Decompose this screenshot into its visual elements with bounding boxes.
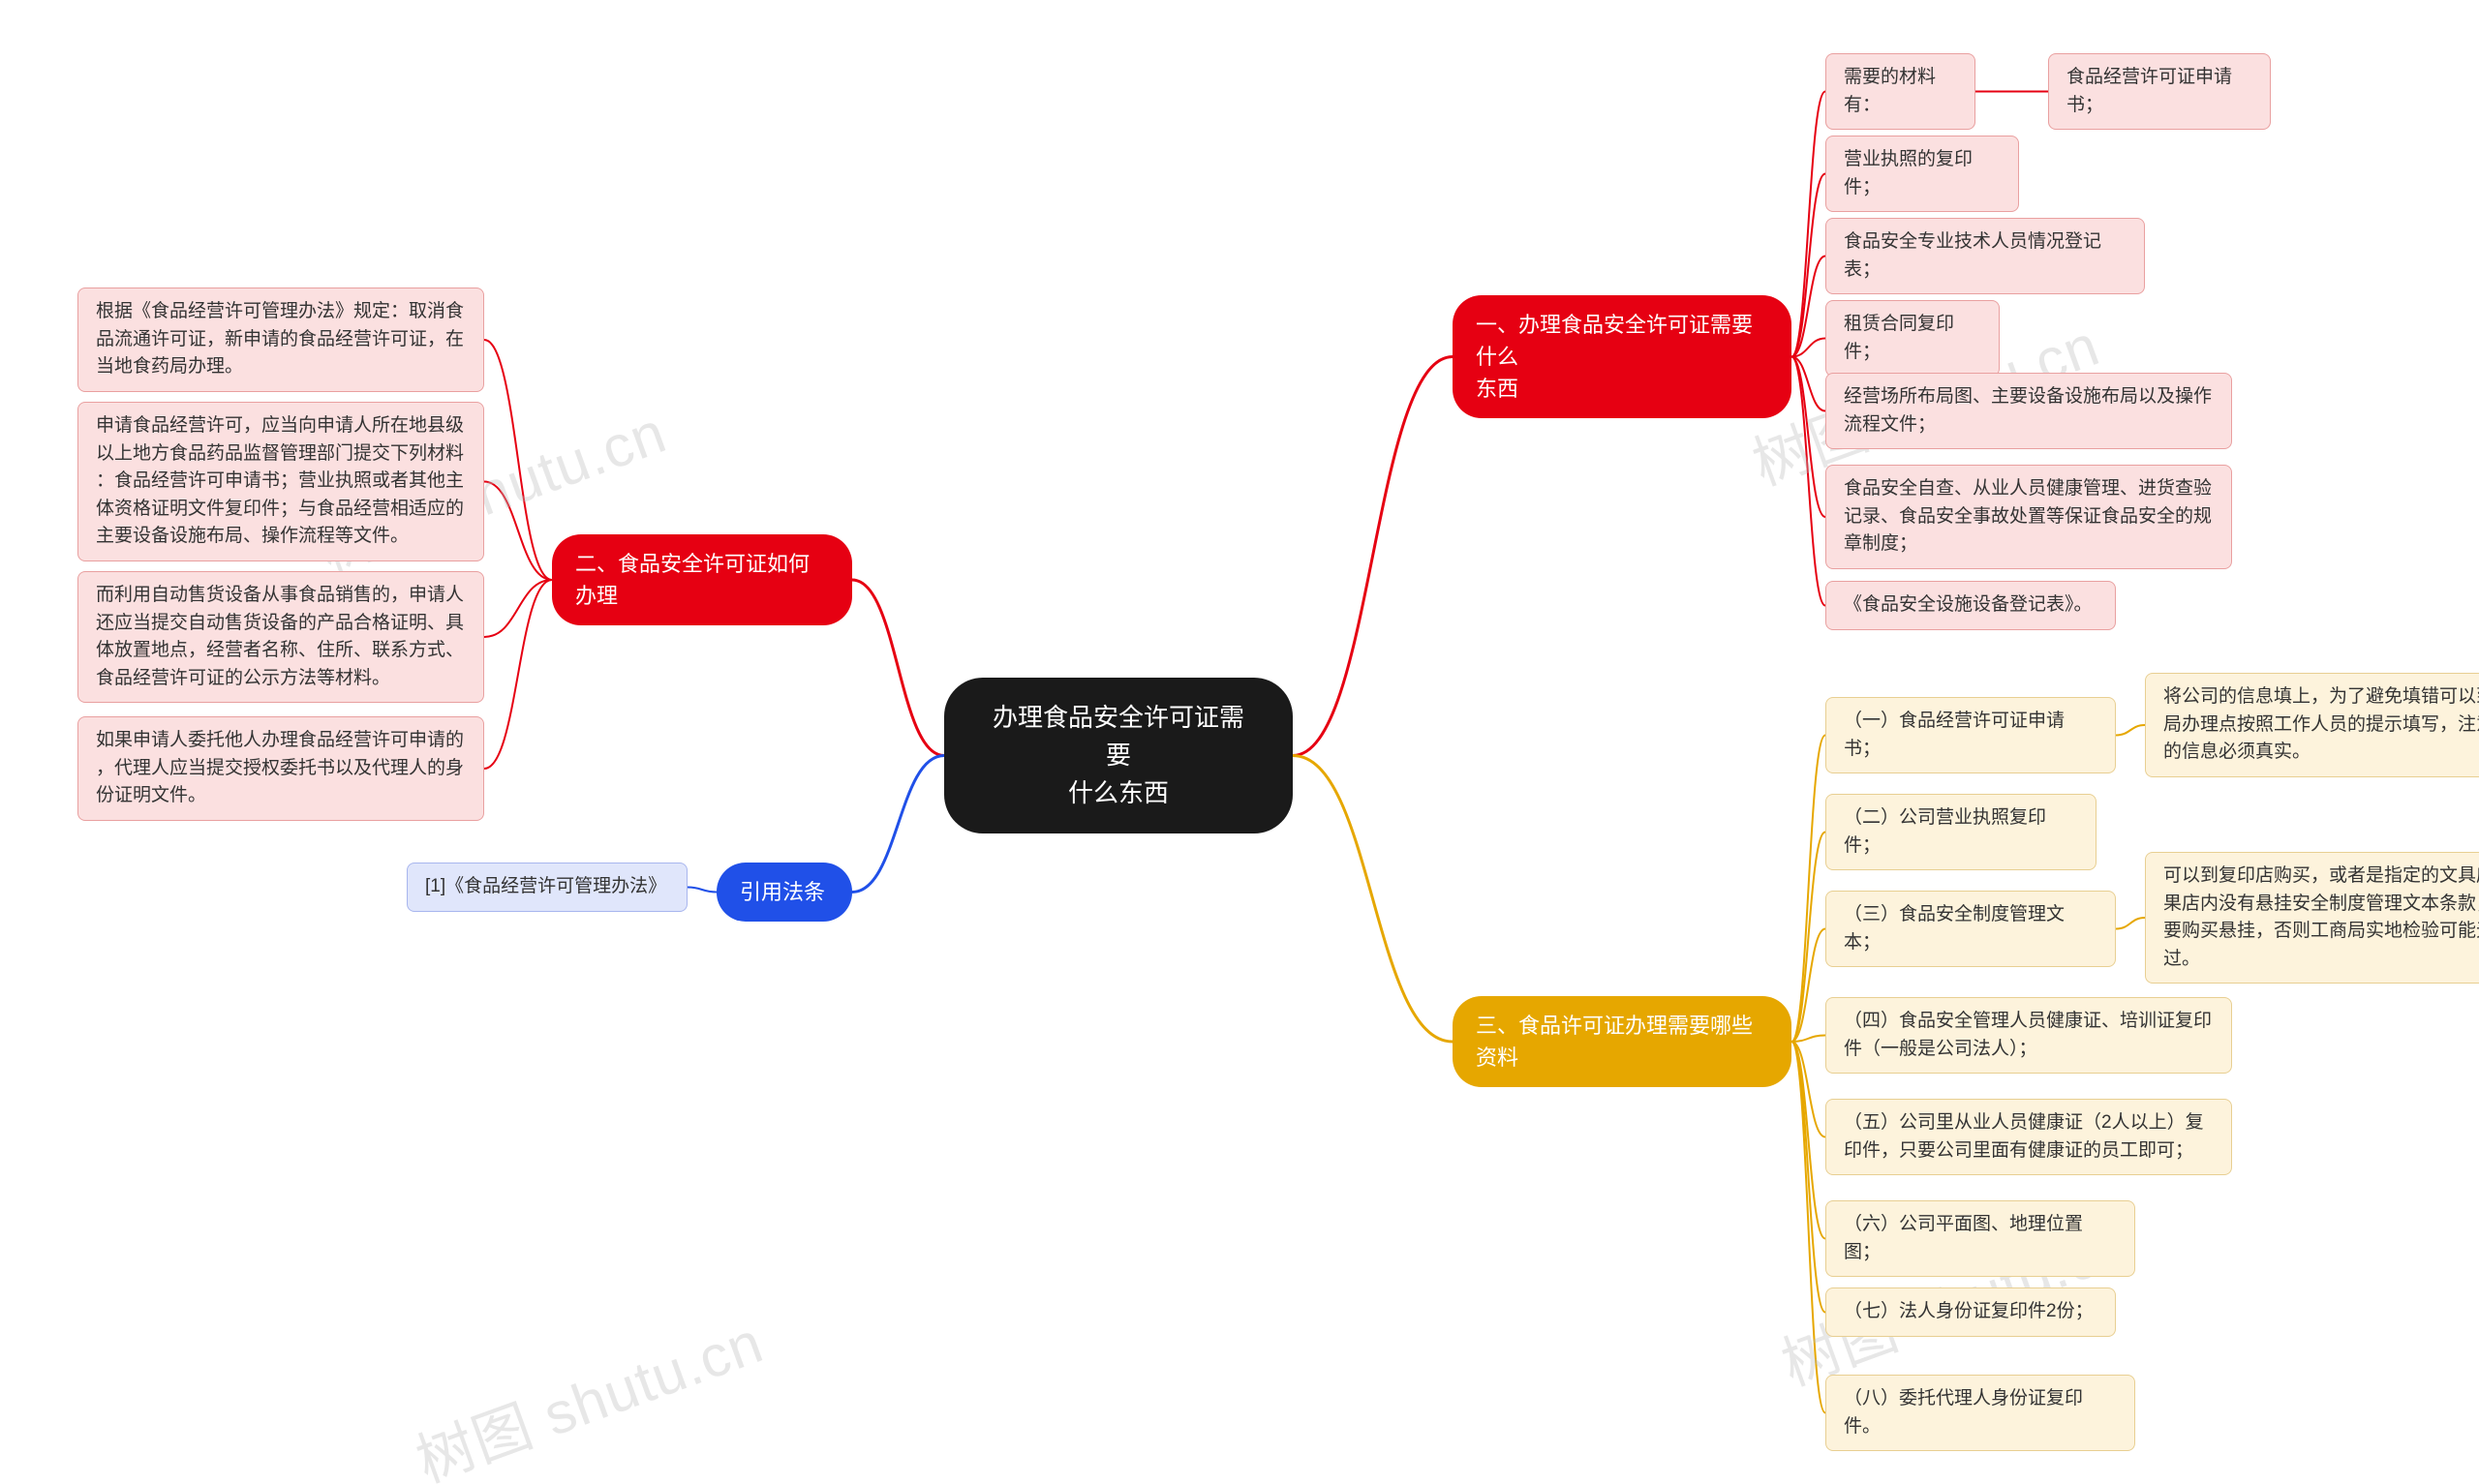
root-node: 办理食品安全许可证需要 什么东西 bbox=[944, 678, 1293, 833]
leaf-node: 《食品安全设施设备登记表》。 bbox=[1825, 581, 2116, 630]
leaf-node: 而利用自动售货设备从事食品销售的，申请人 还应当提交自动售货设备的产品合格证明、… bbox=[77, 571, 484, 703]
leaf-node: 租赁合同复印件； bbox=[1825, 300, 2000, 377]
leaf-node: 食品安全自查、从业人员健康管理、进货查验 记录、食品安全事故处置等保证食品安全的… bbox=[1825, 465, 2232, 569]
branch-b3: 三、食品许可证办理需要哪些资料 bbox=[1453, 996, 1791, 1087]
leaf-node: （六）公司平面图、地理位置图； bbox=[1825, 1200, 2135, 1277]
leaf-node: （五）公司里从业人员健康证（2人以上）复 印件，只要公司里面有健康证的员工即可； bbox=[1825, 1099, 2232, 1175]
leaf-node: [1]《食品经营许可管理办法》 bbox=[407, 863, 688, 912]
leaf-node: 将公司的信息填上，为了避免填错可以到工商 局办理点按照工作人员的提示填写，注意所… bbox=[2145, 673, 2479, 777]
leaf-node: 根据《食品经营许可管理办法》规定：取消食 品流通许可证，新申请的食品经营许可证，… bbox=[77, 288, 484, 392]
branch-b2: 二、食品安全许可证如何办理 bbox=[552, 534, 852, 625]
leaf-node: （三）食品安全制度管理文本； bbox=[1825, 891, 2116, 967]
leaf-node: （七）法人身份证复印件2份； bbox=[1825, 1287, 2116, 1337]
branch-b1: 一、办理食品安全许可证需要什么 东西 bbox=[1453, 295, 1791, 418]
leaf-node: 食品安全专业技术人员情况登记表； bbox=[1825, 218, 2145, 294]
leaf-node: 可以到复印店购买，或者是指定的文具店。如 果店内没有悬挂安全制度管理文本条款，一… bbox=[2145, 852, 2479, 984]
leaf-node: 申请食品经营许可，应当向申请人所在地县级 以上地方食品药品监督管理部门提交下列材… bbox=[77, 402, 484, 561]
leaf-node: 如果申请人委托他人办理食品经营许可申请的 ，代理人应当提交授权委托书以及代理人的… bbox=[77, 716, 484, 821]
leaf-node: 经营场所布局图、主要设备设施布局以及操作 流程文件； bbox=[1825, 373, 2232, 449]
leaf-node: 食品经营许可证申请书； bbox=[2048, 53, 2271, 130]
leaf-node: 需要的材料有： bbox=[1825, 53, 1975, 130]
leaf-node: （二）公司营业执照复印件； bbox=[1825, 794, 2096, 870]
leaf-node: （一）食品经营许可证申请书； bbox=[1825, 697, 2116, 773]
watermark: 树图 shutu.cn bbox=[403, 1296, 773, 1484]
leaf-node: （四）食品安全管理人员健康证、培训证复印 件（一般是公司法人）； bbox=[1825, 997, 2232, 1074]
branch-b4: 引用法条 bbox=[717, 863, 852, 922]
leaf-node: （八）委托代理人身份证复印件。 bbox=[1825, 1375, 2135, 1451]
leaf-node: 营业执照的复印件； bbox=[1825, 136, 2019, 212]
